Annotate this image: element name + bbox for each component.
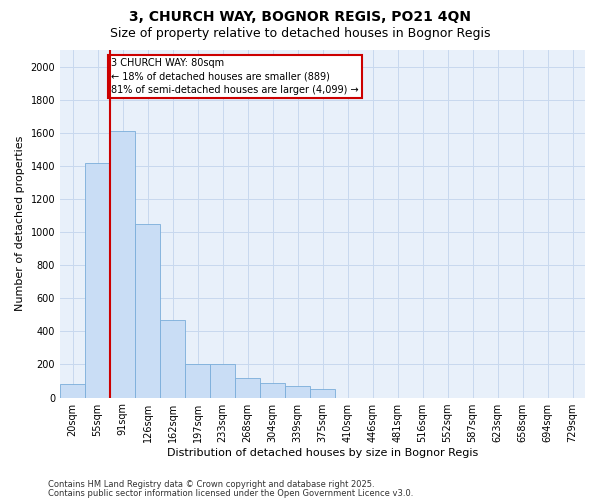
Bar xyxy=(85,162,110,398)
Text: Size of property relative to detached houses in Bognor Regis: Size of property relative to detached ho… xyxy=(110,28,490,40)
Bar xyxy=(260,382,285,398)
Bar xyxy=(235,378,260,398)
Bar xyxy=(285,386,310,398)
Text: Contains HM Land Registry data © Crown copyright and database right 2025.: Contains HM Land Registry data © Crown c… xyxy=(48,480,374,489)
Y-axis label: Number of detached properties: Number of detached properties xyxy=(15,136,25,312)
Bar xyxy=(160,320,185,398)
X-axis label: Distribution of detached houses by size in Bognor Regis: Distribution of detached houses by size … xyxy=(167,448,478,458)
Bar xyxy=(110,131,135,398)
Text: Contains public sector information licensed under the Open Government Licence v3: Contains public sector information licen… xyxy=(48,489,413,498)
Bar xyxy=(210,364,235,398)
Bar xyxy=(135,224,160,398)
Text: 3, CHURCH WAY, BOGNOR REGIS, PO21 4QN: 3, CHURCH WAY, BOGNOR REGIS, PO21 4QN xyxy=(129,10,471,24)
Bar xyxy=(185,364,210,398)
Bar xyxy=(310,390,335,398)
Text: 3 CHURCH WAY: 80sqm
← 18% of detached houses are smaller (889)
81% of semi-detac: 3 CHURCH WAY: 80sqm ← 18% of detached ho… xyxy=(111,58,359,94)
Bar xyxy=(60,384,85,398)
